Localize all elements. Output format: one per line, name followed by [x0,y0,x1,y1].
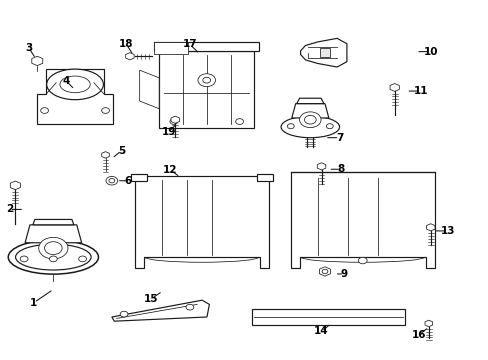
Polygon shape [102,152,109,158]
Polygon shape [317,163,325,170]
Polygon shape [291,104,328,118]
Circle shape [326,124,332,129]
Ellipse shape [16,244,91,270]
Text: 11: 11 [413,86,427,96]
Polygon shape [389,84,399,91]
Circle shape [41,108,48,113]
Ellipse shape [281,116,339,138]
Polygon shape [135,176,268,268]
Polygon shape [290,172,434,268]
Circle shape [102,108,109,113]
Circle shape [304,116,316,124]
Text: 10: 10 [423,46,437,57]
Text: 15: 15 [143,294,158,304]
Polygon shape [112,300,209,321]
Polygon shape [300,39,346,67]
Circle shape [358,257,366,264]
Text: 7: 7 [335,133,343,143]
Circle shape [203,77,210,83]
Circle shape [287,124,294,129]
Text: 2: 2 [6,204,13,215]
Text: 6: 6 [124,176,132,186]
Ellipse shape [8,240,98,274]
Polygon shape [319,267,330,276]
Circle shape [198,74,215,87]
Polygon shape [251,309,405,325]
Polygon shape [131,174,147,181]
Polygon shape [296,98,324,104]
Text: 19: 19 [162,127,176,136]
Circle shape [299,112,321,128]
Polygon shape [426,224,434,231]
Circle shape [185,304,193,310]
Text: 16: 16 [411,330,426,340]
Circle shape [79,256,86,262]
Polygon shape [32,56,42,66]
Polygon shape [256,174,272,181]
Text: 18: 18 [119,40,134,49]
Text: 17: 17 [182,40,197,49]
Polygon shape [33,220,74,225]
Text: 12: 12 [163,165,177,175]
Circle shape [44,242,62,255]
Circle shape [106,176,118,185]
Polygon shape [424,320,432,327]
Text: 13: 13 [440,226,455,236]
Ellipse shape [60,76,90,93]
Circle shape [120,311,128,317]
Circle shape [39,237,68,259]
Text: 8: 8 [337,164,344,174]
Ellipse shape [47,69,103,100]
Text: 4: 4 [62,76,70,86]
Circle shape [20,256,28,262]
Polygon shape [320,48,329,57]
Polygon shape [25,225,81,243]
Polygon shape [171,116,179,123]
Circle shape [49,256,57,262]
Polygon shape [10,181,20,190]
Text: 5: 5 [118,145,125,156]
Text: 1: 1 [30,298,38,308]
Polygon shape [154,42,188,54]
Circle shape [169,119,177,125]
Polygon shape [37,69,113,125]
Circle shape [235,119,243,125]
Circle shape [322,269,327,274]
Text: 3: 3 [25,43,33,53]
Text: 14: 14 [314,326,328,336]
Text: 9: 9 [340,269,347,279]
Polygon shape [140,70,159,109]
Polygon shape [159,51,254,128]
Circle shape [109,179,115,183]
Polygon shape [125,53,134,60]
Polygon shape [154,42,259,51]
